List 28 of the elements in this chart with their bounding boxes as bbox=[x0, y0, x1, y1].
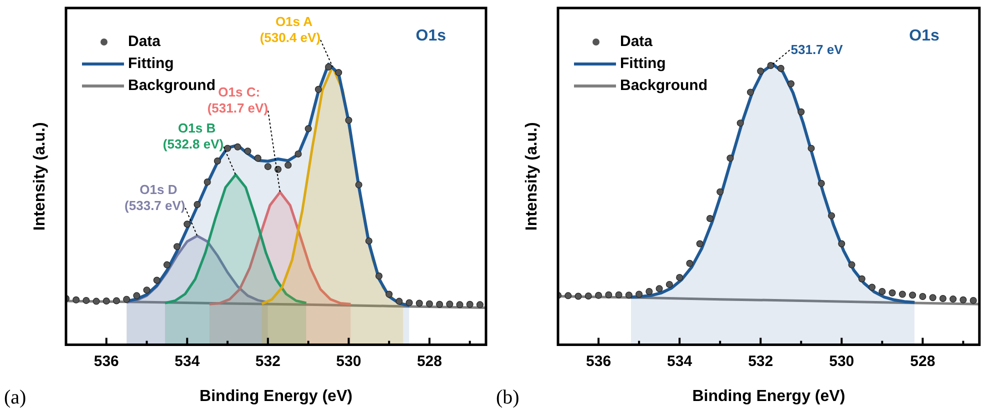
chart-title: O1s bbox=[909, 27, 940, 44]
text: (a) bbox=[4, 386, 26, 408]
x-tick-label: 532 bbox=[255, 352, 280, 370]
legend-label: Background bbox=[620, 77, 708, 94]
legend-label: Data bbox=[128, 33, 162, 50]
annotation: O1s B (532.8 eV) bbox=[162, 120, 224, 152]
legend-label: Fitting bbox=[128, 55, 174, 72]
x-tick-label: 528 bbox=[910, 352, 936, 370]
text: (b) bbox=[496, 386, 520, 408]
annotation: O1s A (530.4 eV) bbox=[260, 14, 321, 45]
x-tick-label: 534 bbox=[667, 352, 693, 370]
x-axis-title: Binding Energy (eV) bbox=[200, 388, 352, 405]
x-tick-label: 534 bbox=[174, 352, 200, 370]
y-axis-title: Intensity (a.u.) bbox=[523, 122, 540, 231]
legend-label: Background bbox=[128, 77, 216, 94]
x-tick-label: 528 bbox=[416, 352, 442, 370]
annotation: 531.7 eV bbox=[790, 42, 844, 58]
x-tick-label: 536 bbox=[586, 352, 612, 370]
x-tick-label: 532 bbox=[748, 352, 774, 370]
x-axis-title: Binding Energy (eV) bbox=[692, 388, 846, 405]
annotation: O1s D (533.7 eV) bbox=[124, 182, 186, 213]
y-axis-title: Intensity (a.u.) bbox=[31, 122, 48, 231]
chart-title: O1s bbox=[416, 27, 446, 44]
x-tick-label: 530 bbox=[829, 352, 854, 370]
x-tick-label: 536 bbox=[94, 352, 119, 370]
legend-label: Data bbox=[620, 33, 654, 50]
legend-label: Fitting bbox=[620, 55, 666, 72]
x-tick-label: 530 bbox=[336, 352, 362, 370]
